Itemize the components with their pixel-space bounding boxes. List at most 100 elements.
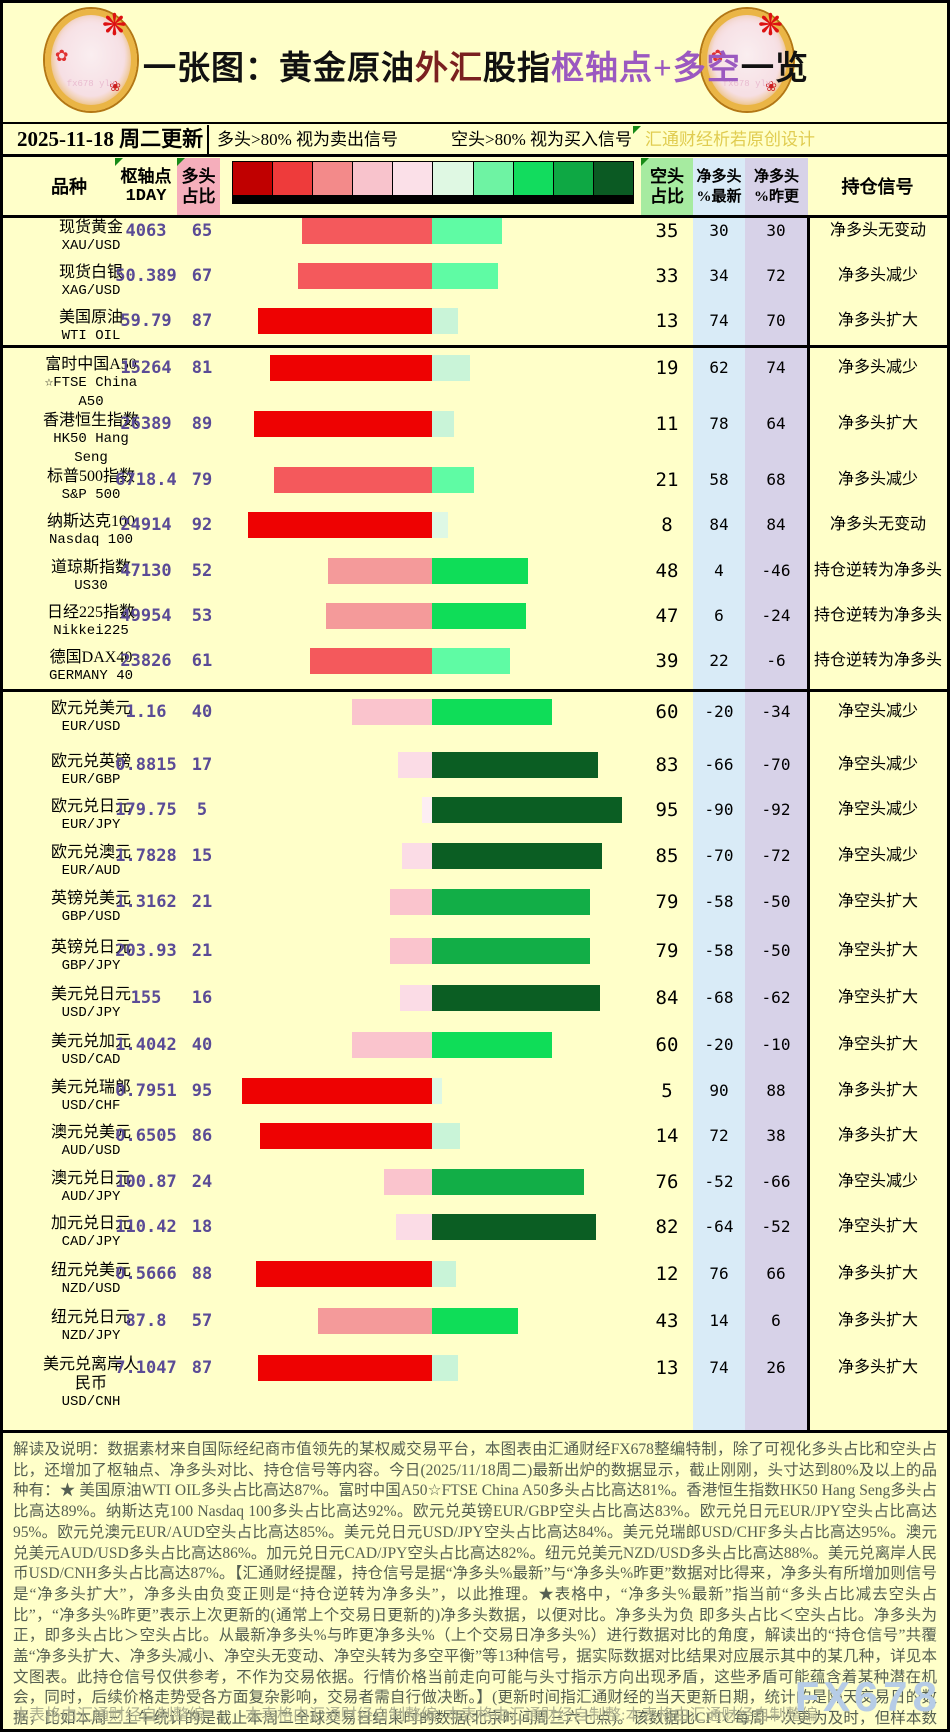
net-long-latest-value: -90 — [704, 800, 734, 819]
short-bar — [432, 797, 622, 823]
long-percent-value: 52 — [191, 561, 213, 581]
net-long-latest-value: -20 — [704, 702, 734, 721]
short-bar — [432, 512, 448, 538]
divider — [3, 154, 947, 157]
product-name-line: ☆FTSE China — [44, 375, 138, 391]
product-name-line: NZD/USD — [61, 1281, 121, 1297]
product-name-line: A50 — [78, 394, 104, 410]
net-long-previous-value: -62 — [761, 988, 791, 1007]
product-name-line: Nasdaq 100 — [48, 532, 133, 548]
net-long-previous-value: -70 — [761, 755, 791, 774]
long-bar — [270, 355, 432, 381]
position-signal: 净空头减少 — [837, 1173, 918, 1190]
net-long-latest-value: 30 — [709, 221, 729, 240]
short-percent-value: 83 — [655, 754, 679, 776]
long-bar — [248, 512, 432, 538]
long-bar — [352, 1032, 432, 1058]
product-name-line: 德国DAX40 — [49, 649, 133, 666]
net-long-latest-value: -20 — [704, 1035, 734, 1054]
title-segment: 股指 — [483, 51, 551, 87]
corner-marker-icon — [633, 126, 641, 134]
product-name-line: Nikkei225 — [53, 623, 129, 639]
short-percent-value: 48 — [655, 560, 679, 582]
title-segment: 外汇 — [415, 51, 483, 87]
color-scale-swatch — [513, 162, 553, 195]
color-scale-baseline — [232, 196, 634, 204]
product-name-line: 澳元兑日元 — [50, 1170, 131, 1187]
pivot-value: 49954 — [120, 606, 172, 626]
net-long-previous-value: 38 — [766, 1126, 786, 1145]
corner-marker-icon — [115, 158, 123, 166]
long-percent-value: 21 — [191, 941, 213, 961]
short-percent-value: 84 — [655, 987, 679, 1009]
long-percent-value: 16 — [191, 988, 213, 1008]
net-long-latest-value: -68 — [704, 988, 734, 1007]
short-percent-value: 13 — [655, 1357, 679, 1379]
color-scale-swatch — [273, 162, 313, 195]
position-signal: 净空头减少 — [837, 756, 918, 773]
net-long-previous-value: 66 — [766, 1264, 786, 1283]
net-long-previous-value: 84 — [766, 515, 786, 534]
position-signal: 净多头扩大 — [837, 1127, 918, 1144]
col-header-net-prev: 净多头 %昨更 — [745, 158, 808, 215]
pivot-value: 0.6505 — [115, 1126, 177, 1146]
short-bar — [432, 263, 498, 289]
short-percent-value: 19 — [655, 357, 679, 379]
long-percent-value: 53 — [191, 606, 213, 626]
product-name-line: USD/CHF — [61, 1098, 121, 1114]
net-long-latest-value: 84 — [709, 515, 729, 534]
position-signal: 净空头扩大 — [837, 1036, 918, 1053]
long-bar — [396, 1214, 432, 1240]
short-bar — [432, 648, 510, 674]
product-name-line: US30 — [74, 578, 108, 594]
logo-watermark: fx678 yly — [722, 79, 772, 89]
product-name: 香港恒生指数 HK50 Hang Seng — [5, 411, 177, 468]
product-name: 纳斯达克100 Nasdaq 100 — [5, 512, 177, 550]
pivot-value: 1.7828 — [115, 846, 177, 866]
product-name-line: USD/CAD — [61, 1052, 121, 1068]
product-name-line: 民币 — [74, 1375, 107, 1392]
table-bottom-border — [3, 1430, 947, 1433]
short-bar — [432, 1032, 552, 1058]
short-bar — [432, 985, 600, 1011]
product-name: 加元兑日元 CAD/JPY — [5, 1214, 177, 1252]
short-percent-value: 13 — [655, 310, 679, 332]
fx678-logo-left: ❋ ✿ ❀ fx678 yly — [45, 9, 137, 111]
long-bar — [274, 467, 432, 493]
net-long-previous-value: 6 — [771, 1311, 781, 1330]
long-bar — [384, 1169, 432, 1195]
pivot-value: 1.16 — [125, 702, 167, 722]
position-signal: 净多头扩大 — [837, 312, 918, 329]
net-long-latest-value: 72 — [709, 1126, 729, 1145]
long-bar — [390, 889, 432, 915]
color-scale-swatch — [313, 162, 353, 195]
net-long-previous-value: 30 — [766, 221, 786, 240]
long-bar — [328, 558, 432, 584]
product-name: 欧元兑美元 EUR/USD — [5, 699, 177, 737]
col-header-pivot: 枢轴点 1DAY — [120, 166, 172, 206]
product-name-line: 香港恒生指数 — [42, 412, 139, 429]
long-percent-value: 87 — [191, 1358, 213, 1378]
corner-marker-icon — [641, 158, 649, 166]
product-name-line: EUR/GBP — [61, 772, 121, 788]
short-percent-value: 33 — [655, 265, 679, 287]
short-bar — [432, 843, 602, 869]
pivot-value: 110.42 — [115, 1217, 177, 1237]
group-divider — [3, 689, 947, 692]
design-credit: 汇通财经析若原创设计 — [645, 130, 815, 149]
flower-icon: ✿ — [55, 48, 69, 65]
product-name-line: 道琼斯指数 — [50, 559, 131, 576]
product-name-line: Seng — [74, 450, 108, 466]
position-signal: 净多头无变动 — [829, 222, 926, 239]
product-name: 英镑兑美元 GBP/USD — [5, 889, 177, 927]
product-name-line: CAD/JPY — [61, 1234, 121, 1250]
net-long-previous-value: -66 — [761, 1172, 791, 1191]
net-long-latest-value: -70 — [704, 846, 734, 865]
pivot-value: 4063 — [125, 221, 167, 241]
short-bar — [432, 411, 454, 437]
credits-line: 本表格由汇通财经自制整编 本表格由汇通财经自制整编 本表格由汇通财经自制整:本表… — [13, 1707, 818, 1724]
logo-watermark: fx678 yly — [66, 79, 116, 89]
product-name-line: 纽元兑日元 — [50, 1309, 131, 1326]
long-bar — [260, 1123, 432, 1149]
short-percent-value: 76 — [655, 1171, 679, 1193]
